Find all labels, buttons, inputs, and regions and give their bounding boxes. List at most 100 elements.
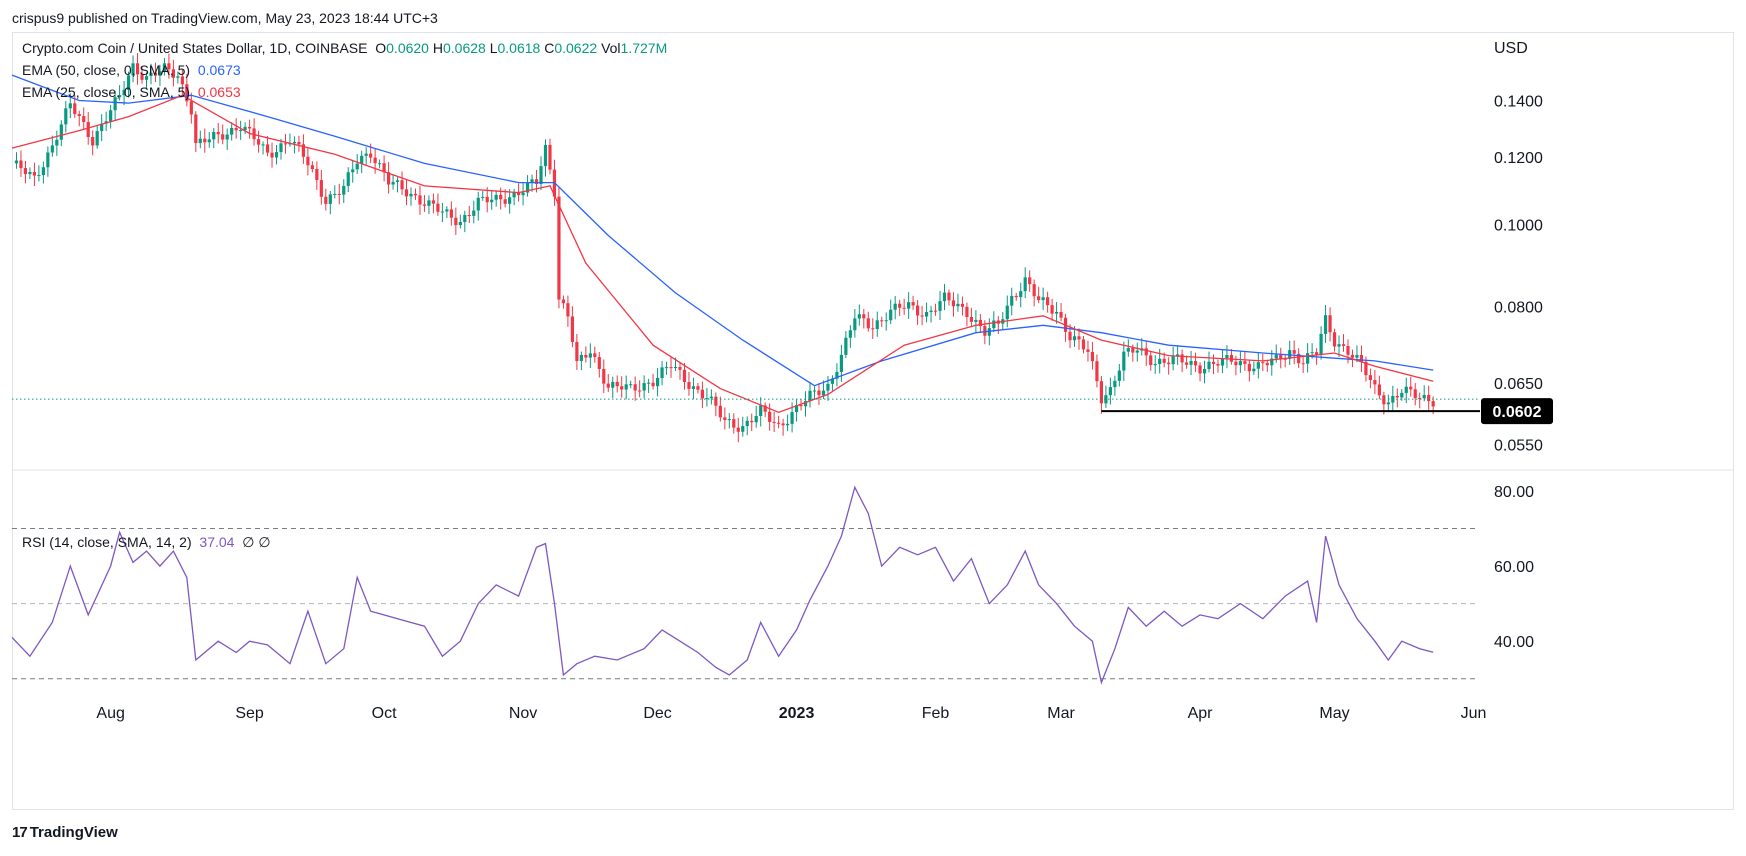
candle[interactable] <box>1418 392 1422 409</box>
candle[interactable] <box>23 160 28 184</box>
candle[interactable] <box>763 402 767 418</box>
candle[interactable] <box>91 130 95 156</box>
candle[interactable] <box>575 333 579 370</box>
candle[interactable] <box>185 74 189 107</box>
candle[interactable] <box>709 389 713 405</box>
candle[interactable] <box>346 167 350 193</box>
candle[interactable] <box>1404 377 1408 404</box>
candle[interactable] <box>655 368 660 397</box>
candle[interactable] <box>1054 302 1059 324</box>
candle[interactable] <box>319 169 323 205</box>
candle[interactable] <box>1037 286 1041 304</box>
candle[interactable] <box>638 380 642 398</box>
rsi-legend[interactable]: RSI (14, close, SMA, 14, 2) 37.04 ∅ ∅ <box>22 534 271 551</box>
candle[interactable] <box>871 318 875 339</box>
candle[interactable] <box>216 122 220 144</box>
candle[interactable] <box>243 122 247 135</box>
candle[interactable] <box>727 413 731 429</box>
candle[interactable] <box>364 147 368 165</box>
candle[interactable] <box>212 127 216 149</box>
candle[interactable] <box>1158 348 1162 374</box>
candle[interactable] <box>122 80 126 106</box>
candle[interactable] <box>41 161 45 184</box>
candle[interactable] <box>969 307 974 327</box>
candle[interactable] <box>548 138 552 175</box>
candle[interactable] <box>1171 346 1175 371</box>
candle[interactable] <box>916 300 920 325</box>
candle[interactable] <box>167 53 171 79</box>
candle[interactable] <box>566 295 570 327</box>
candle[interactable] <box>252 118 256 146</box>
candle[interactable] <box>239 120 243 140</box>
candle[interactable] <box>700 381 705 409</box>
candle[interactable] <box>1341 334 1346 352</box>
candle[interactable] <box>440 202 444 223</box>
candle[interactable] <box>1117 363 1121 387</box>
candle[interactable] <box>1135 342 1139 362</box>
candle[interactable] <box>929 305 933 323</box>
candle[interactable] <box>898 299 902 316</box>
candle[interactable] <box>848 325 852 348</box>
candle[interactable] <box>835 363 839 387</box>
candle[interactable] <box>1050 298 1054 321</box>
candle[interactable] <box>647 378 651 393</box>
candle[interactable] <box>131 55 135 83</box>
candle[interactable] <box>1337 335 1341 357</box>
candle[interactable] <box>37 165 41 182</box>
candle[interactable] <box>1028 270 1032 292</box>
candle[interactable] <box>490 190 494 210</box>
candle[interactable] <box>1386 394 1390 412</box>
candle[interactable] <box>373 148 377 174</box>
candle[interactable] <box>933 303 938 316</box>
candle[interactable] <box>1077 328 1081 350</box>
candle[interactable] <box>140 66 144 84</box>
candle[interactable] <box>817 382 821 405</box>
candle[interactable] <box>342 179 346 203</box>
candle[interactable] <box>1301 356 1305 373</box>
candle[interactable] <box>902 298 906 315</box>
candle[interactable] <box>1126 339 1130 357</box>
candle[interactable] <box>288 133 292 147</box>
candle[interactable] <box>328 191 332 215</box>
candle[interactable] <box>1391 385 1395 411</box>
candle[interactable] <box>1368 368 1373 389</box>
candle[interactable] <box>1261 353 1265 372</box>
candle[interactable] <box>1323 305 1328 343</box>
candle[interactable] <box>691 377 696 400</box>
candle[interactable] <box>705 387 709 407</box>
candle[interactable] <box>82 107 86 129</box>
candle[interactable] <box>198 130 202 149</box>
candle[interactable] <box>176 71 180 84</box>
candle[interactable] <box>135 53 140 85</box>
candle[interactable] <box>1176 345 1180 365</box>
candle[interactable] <box>1373 370 1377 395</box>
candle[interactable] <box>642 375 646 399</box>
rsi-line[interactable] <box>11 485 1434 685</box>
candle[interactable] <box>785 414 790 432</box>
candle[interactable] <box>579 351 583 371</box>
candle[interactable] <box>992 311 996 333</box>
candle[interactable] <box>543 139 548 177</box>
candle[interactable] <box>620 376 624 398</box>
candle[interactable] <box>974 310 978 333</box>
candle[interactable] <box>920 305 924 326</box>
candle[interactable] <box>669 357 673 378</box>
ema25-legend[interactable]: EMA (25, close, 0, SMA, 5) 0.0653 <box>22 84 241 100</box>
candle[interactable] <box>494 190 498 207</box>
candle[interactable] <box>355 154 359 174</box>
candle[interactable] <box>1332 328 1337 352</box>
candle[interactable] <box>436 193 440 216</box>
candle[interactable] <box>512 188 516 206</box>
candle[interactable] <box>696 382 700 394</box>
candle[interactable] <box>602 359 606 394</box>
candle[interactable] <box>126 71 131 98</box>
candle[interactable] <box>1193 352 1198 373</box>
candle[interactable] <box>750 413 754 432</box>
candle[interactable] <box>149 63 153 85</box>
candle[interactable] <box>664 361 669 375</box>
candle[interactable] <box>315 161 319 190</box>
tradingview-brand[interactable]: 17 TradingView <box>12 824 118 841</box>
candle[interactable] <box>194 111 198 153</box>
candle[interactable] <box>207 131 211 148</box>
candle[interactable] <box>996 316 1000 335</box>
